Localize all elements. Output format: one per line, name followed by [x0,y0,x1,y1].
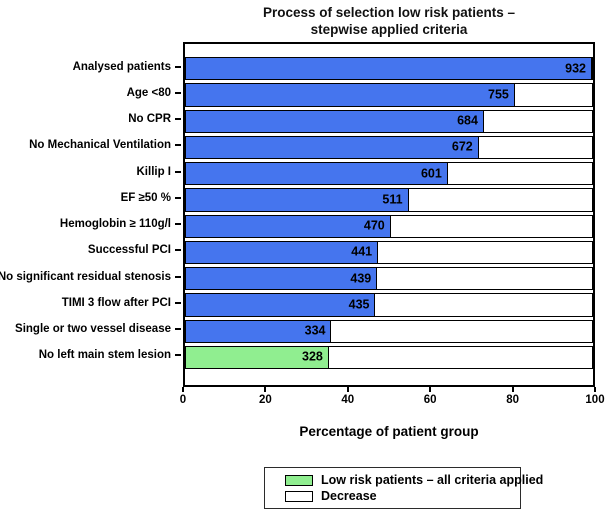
x-axis-tick [511,387,514,392]
bar-row: 435 [185,293,593,317]
bar-value: 439 [350,271,372,286]
category-label: Successful PCI [87,244,171,257]
x-axis-tick-label: 80 [506,394,519,406]
category-label: Killip I [136,165,172,178]
bar-value: 328 [302,350,323,365]
legend-label-low-risk: Low risk patients – all criteria applied [321,473,544,487]
category-label: TIMI 3 flow after PCI [61,296,171,309]
y-axis-tick [175,328,181,331]
chart-title-line1: Process of selection low risk patients – [262,5,516,20]
x-axis-tick-label: 40 [341,394,355,406]
bar-value: 672 [451,140,473,155]
bar-segment: 601 [186,163,448,185]
bar-row: 932 [185,57,593,81]
x-axis-tick-label: 60 [423,394,437,406]
bar-row: 439 [185,267,593,291]
bar-row: 601 [185,162,593,186]
category-label: Age <80 [126,86,171,99]
category-label: EF ≥50 % [120,191,171,204]
bar-value: 755 [488,87,509,102]
category-label: Analysed patients [72,60,171,73]
bar-row: 684 [185,109,593,133]
x-axis-tick [182,387,184,392]
bar-segment: 672 [186,136,479,158]
legend-swatch-decrease-icon [285,490,313,502]
x-axis-tick-label: 0 [179,394,187,406]
x-axis-tick [264,387,267,392]
category-label: No significant residual stenosis [0,270,171,283]
y-axis-tick [175,354,181,357]
x-axis-tick-label: 20 [258,394,272,406]
bar-segment: 435 [186,294,376,316]
y-axis-tick [175,170,181,173]
y-axis-tick [175,223,181,226]
bar-segment: 684 [186,110,484,132]
x-axis-tick [346,387,349,392]
bar-row: 328 [185,345,593,369]
legend-swatch-low-risk-icon [285,474,313,486]
bar-segment: 470 [186,215,391,237]
bar-row: 441 [185,240,593,264]
y-axis-tick [175,249,181,252]
bar-row: 672 [185,135,593,159]
x-axis-title: Percentage of patient group [299,424,479,439]
bar-row: 470 [185,214,593,238]
y-axis-tick [175,118,181,121]
x-axis: 0 20 40 60 80 100 [179,387,605,417]
bar-value: 511 [382,192,403,207]
y-axis-tick [175,301,181,304]
bar-value: 441 [351,245,373,260]
plot-area: 932 755 684 672 601 511 470 441 439 435 334 328 [183,42,595,387]
category-label: No left main stem lesion [38,349,171,362]
bar-row: 334 [185,319,593,343]
x-axis-tick-label: 100 [585,394,605,406]
y-axis-tick [175,91,181,94]
bar-value: 601 [420,166,442,181]
bar-value: 334 [304,323,326,338]
bar-segment: 334 [186,320,332,342]
bar-value: 684 [457,113,478,128]
bar-segment: 511 [186,189,409,211]
chart-title: Process of selection low risk patients –… [183,4,595,38]
bar-segment: 439 [186,268,378,290]
legend-label-decrease: Decrease [321,489,377,503]
bar-segment: 441 [186,241,379,263]
y-axis-tick [175,196,181,199]
x-axis-tick [594,387,596,392]
legend-item-low-risk: Low risk patients – all criteria applied [285,472,543,488]
chart-title-line2: stepwise applied criteria [310,22,468,37]
bar-value: 932 [565,61,586,76]
category-label: No CPR [128,113,171,126]
x-axis-tick [429,387,432,392]
bar-segment: 932 [186,58,592,80]
bar-value: 435 [348,297,370,312]
category-label: Hemoglobin ≥ 110g/l [59,218,171,231]
bar-segment-highlight: 328 [186,346,329,368]
bar-segment: 755 [186,84,515,106]
bar-row: 755 [185,83,593,107]
bar-value: 470 [363,218,385,233]
legend-item-decrease: Decrease [285,488,520,504]
y-axis-tick [175,65,181,68]
category-labels: Analysed patients Age <80 No CPR No Mechani… [0,42,183,387]
y-axis-tick [175,144,181,147]
bar-row: 511 [185,188,593,212]
y-axis-tick [175,275,181,278]
legend: Low risk patients – all criteria applied… [264,467,543,509]
category-label: No Mechanical Ventilation [29,139,171,152]
category-label: Single or two vessel disease [15,323,171,336]
